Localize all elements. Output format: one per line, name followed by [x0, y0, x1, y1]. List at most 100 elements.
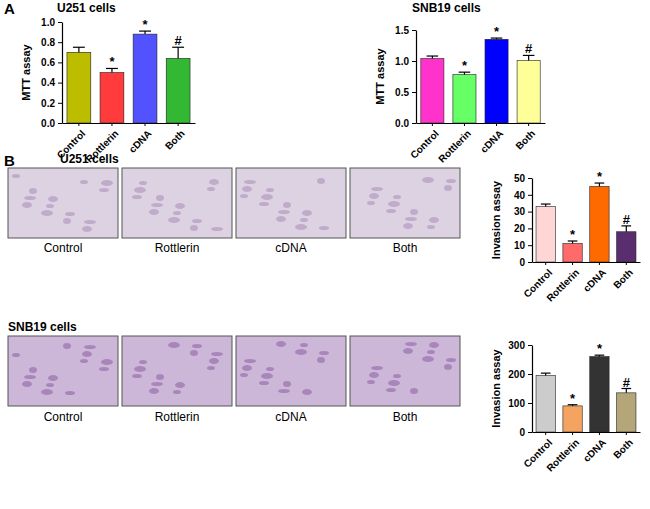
error-bar [172, 47, 184, 58]
x-tick-mark [178, 123, 179, 126]
y-axis-title: Invasion assay [490, 180, 502, 259]
cell-texture [139, 181, 147, 185]
y-tick-mark [412, 61, 416, 62]
y-tick-mark [58, 42, 62, 43]
y-tick-mark [58, 22, 62, 23]
cell-texture [422, 356, 434, 362]
plot-area [536, 355, 636, 432]
x-tick: Rottlerin [436, 123, 473, 165]
bar [517, 60, 540, 123]
y-tick: 0 [519, 427, 532, 438]
cell-texture [300, 343, 308, 347]
cell-texture [41, 389, 53, 395]
cell-texture [302, 389, 312, 395]
bar [485, 39, 508, 123]
cell-texture [192, 344, 202, 348]
cell-texture [156, 374, 164, 380]
x-tick-mark [599, 262, 600, 265]
x-tick-mark [528, 123, 529, 126]
y-tick-label: 0.4 [41, 77, 55, 88]
y-tick: 40 [514, 190, 532, 201]
cell-texture [386, 209, 396, 213]
y-tick-mark [58, 62, 62, 63]
x-tick-label: Rottlerin [544, 267, 581, 304]
cell-texture [388, 380, 400, 386]
image-caption: Control [44, 241, 83, 255]
image-caption: cDNA [275, 410, 306, 424]
cell-texture [22, 202, 32, 208]
y-tick-mark [528, 374, 532, 375]
chart-title: U251 cells [57, 1, 116, 15]
cell-texture [266, 367, 274, 371]
y-tick-label: 1.0 [395, 56, 409, 67]
bar [563, 244, 582, 262]
significance-marker: * [109, 54, 115, 69]
cell-texture [82, 226, 92, 232]
axis-line [533, 262, 641, 263]
cell-texture [427, 225, 435, 229]
error-bar-cap [427, 55, 439, 56]
x-tick-mark [111, 123, 112, 126]
cell-texture [99, 188, 109, 192]
micrograph-frame [8, 336, 118, 406]
y-tick-label: 0.6 [41, 57, 55, 68]
significance-marker: * [570, 391, 576, 406]
y-tick-label: 1.5 [395, 25, 409, 36]
y-tick: 1.0 [395, 56, 416, 67]
x-tick-label: Both [611, 437, 635, 461]
cell-texture [22, 381, 32, 387]
cell-texture [427, 350, 435, 354]
y-tick-mark [528, 178, 532, 179]
significance-marker: # [623, 212, 631, 227]
cell-texture [48, 196, 58, 202]
cell-texture [317, 357, 325, 363]
x-tick-label: Control [55, 128, 88, 161]
y-tick-label: 0.0 [41, 118, 55, 129]
bar [590, 357, 609, 432]
panel-label: A [4, 0, 15, 17]
image-caption: cDNA [275, 241, 306, 255]
plot-area [536, 183, 636, 262]
x-tick-mark [545, 262, 546, 265]
cell-texture [429, 217, 439, 223]
micrograph [350, 336, 460, 406]
micrograph [350, 168, 460, 238]
axis-line [532, 346, 533, 433]
cell-texture [84, 220, 96, 224]
cell-texture [444, 364, 452, 370]
cell-texture [444, 185, 452, 191]
chart: **#0.00.51.01.5ControlRottlerincDNABothM… [374, 1, 546, 165]
significance-marker: # [175, 33, 183, 48]
cell-texture [24, 375, 36, 379]
plot-area [421, 38, 540, 123]
cell-texture [369, 193, 379, 199]
x-tick: Both [611, 262, 635, 291]
cell-texture [371, 187, 383, 191]
y-tick: 0.4 [41, 77, 62, 88]
figure: ABU251 cellsControlRottlerincDNABothSNB1… [0, 0, 650, 509]
cell-texture [190, 225, 198, 231]
cell-texture [41, 210, 53, 216]
micrograph-frame [8, 168, 118, 238]
row-title: SNB19 cells [8, 320, 77, 334]
y-tick-mark [528, 432, 532, 433]
cell-texture [173, 390, 181, 394]
chart-title: SNB19 cells [412, 1, 481, 15]
y-tick-label: 30 [514, 206, 526, 217]
x-tick-label: Both [163, 128, 187, 152]
cell-texture [65, 391, 75, 395]
y-tick-mark [58, 103, 62, 104]
y-axis-title: MTT assay [20, 43, 32, 100]
x-tick-label: Rottlerin [544, 437, 581, 474]
significance-marker: * [597, 341, 603, 356]
cell-texture [211, 227, 223, 231]
cell-texture [319, 351, 329, 355]
chart: **#0100200300ControlRottlerincDNABothInv… [490, 340, 641, 474]
axis-line [417, 123, 546, 124]
x-tick-mark [78, 123, 79, 126]
cell-texture [101, 180, 113, 186]
cell-texture [168, 217, 180, 223]
cell-texture [211, 352, 223, 356]
cell-texture [132, 374, 142, 378]
micrograph-frame [236, 168, 346, 238]
